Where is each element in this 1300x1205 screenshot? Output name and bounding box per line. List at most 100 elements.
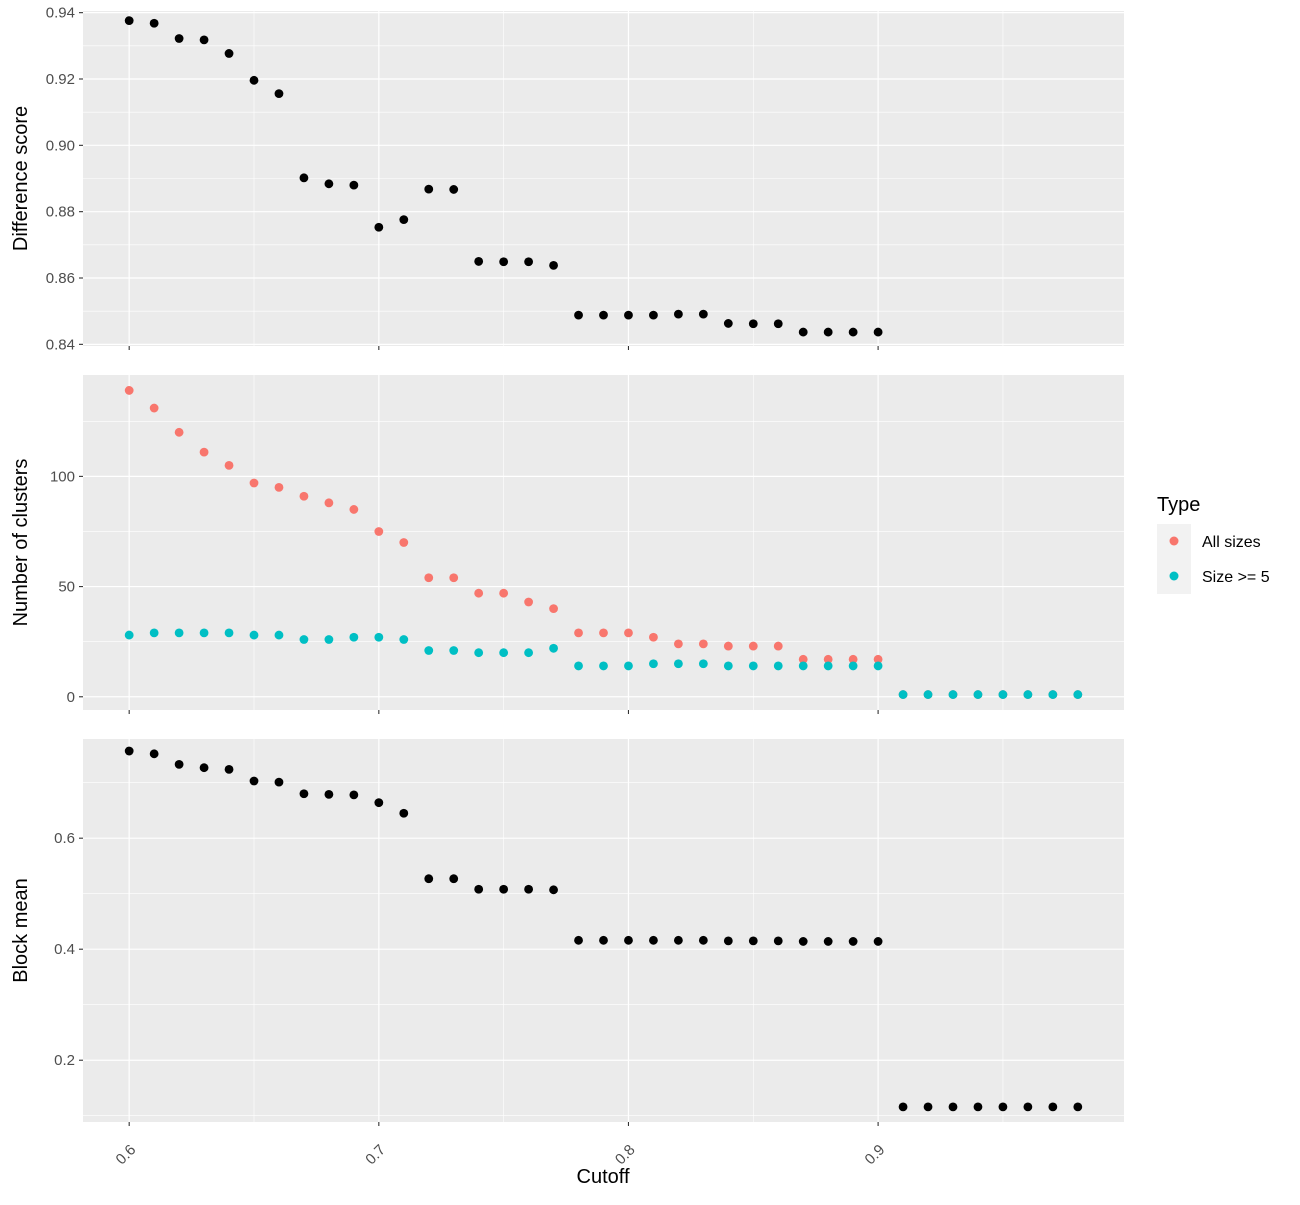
data-point — [798, 937, 808, 946]
data-point — [199, 447, 209, 457]
data-point — [349, 790, 359, 800]
y-tick-label: 0.86 — [46, 270, 75, 287]
data-point — [174, 427, 184, 437]
data-point — [723, 661, 733, 671]
data-point — [549, 604, 558, 614]
legend-title: Type — [1157, 494, 1200, 516]
panel-background — [83, 375, 1124, 710]
data-point — [224, 764, 234, 774]
data-point — [998, 1102, 1008, 1112]
data-point — [549, 885, 558, 895]
data-point — [898, 690, 908, 699]
legend-key-background — [1157, 524, 1191, 594]
legend: Type All sizes Size >= 5 — [1157, 494, 1270, 594]
y-tick-label: 0.94 — [46, 5, 75, 22]
data-point — [848, 661, 858, 671]
data-point — [823, 327, 833, 337]
data-point — [399, 635, 409, 644]
data-point — [748, 319, 758, 329]
data-point — [599, 661, 608, 671]
series-1 — [124, 16, 883, 337]
data-point — [873, 937, 883, 946]
data-point — [649, 310, 658, 320]
data-point — [673, 659, 683, 669]
data-point — [374, 632, 384, 642]
y-tick-label: 0.90 — [46, 137, 75, 154]
data-point — [823, 661, 833, 671]
data-point — [524, 884, 534, 894]
x-tick-label: 0.8 — [612, 1141, 639, 1168]
data-point — [124, 386, 134, 395]
data-point — [948, 1102, 958, 1112]
data-point — [923, 690, 933, 699]
data-point — [374, 527, 384, 536]
data-point — [748, 661, 758, 671]
data-point — [524, 597, 534, 607]
data-point — [698, 309, 708, 319]
data-point — [873, 654, 883, 664]
data-point — [1048, 690, 1058, 699]
y-tick-label: 0.92 — [46, 71, 75, 88]
data-point — [948, 690, 958, 699]
data-point — [224, 49, 234, 58]
data-point — [499, 648, 509, 658]
series-1 — [124, 386, 1083, 699]
panel-2: 0 50 100 Number of clusters — [10, 375, 1124, 714]
y-tick-label: 0.2 — [54, 1052, 75, 1069]
data-point — [349, 632, 359, 642]
data-point — [524, 257, 534, 267]
data-point — [673, 309, 683, 319]
data-point — [1048, 1102, 1058, 1112]
panel-3: 0.2 0.4 0.6 Block mean — [10, 739, 1124, 1126]
y-tick-label: 0.4 — [54, 941, 75, 958]
data-point — [823, 937, 833, 946]
data-point — [873, 327, 883, 337]
data-point — [773, 936, 783, 946]
data-point — [798, 654, 808, 664]
data-point — [624, 310, 633, 320]
data-point — [698, 639, 708, 649]
data-point — [848, 327, 858, 337]
data-point — [199, 763, 209, 773]
legend-key-size-5 — [1169, 571, 1179, 581]
data-point — [274, 777, 284, 787]
data-point — [174, 628, 184, 638]
y-axis-title: Number of clusters — [10, 459, 32, 627]
data-point — [299, 789, 309, 799]
y-axis-title: Block mean — [10, 878, 32, 983]
data-point — [324, 498, 334, 508]
data-point — [649, 935, 658, 945]
data-point — [524, 648, 534, 658]
data-point — [1023, 690, 1033, 699]
data-point — [898, 1102, 908, 1112]
x-axis: 0.6 0.7 0.8 0.9 — [113, 1141, 889, 1168]
data-point — [149, 403, 159, 413]
data-point — [224, 460, 234, 470]
data-point — [174, 34, 184, 43]
data-point — [124, 630, 134, 640]
y-tick-label: 0.6 — [54, 830, 75, 847]
series-1 — [124, 746, 1083, 1112]
data-point — [199, 35, 209, 45]
data-point — [374, 222, 384, 232]
data-point — [349, 180, 359, 190]
data-point — [773, 661, 783, 671]
data-point — [798, 661, 808, 671]
data-point — [399, 808, 409, 818]
data-point — [574, 661, 583, 671]
data-point — [149, 628, 159, 638]
data-point — [474, 588, 484, 598]
chart-panels: 0.84 0.86 0.88 0.90 0.92 0.94 Difference score… — [10, 5, 1124, 1126]
data-point — [624, 661, 633, 671]
data-point — [549, 643, 558, 653]
data-point — [449, 646, 459, 655]
data-point — [449, 874, 459, 884]
data-point — [499, 884, 509, 894]
x-tick-label: 0.6 — [113, 1141, 140, 1168]
data-point — [823, 654, 833, 664]
data-point — [698, 659, 708, 669]
data-point — [199, 628, 209, 638]
data-point — [224, 628, 234, 638]
data-point — [773, 319, 783, 329]
data-point — [973, 690, 983, 699]
